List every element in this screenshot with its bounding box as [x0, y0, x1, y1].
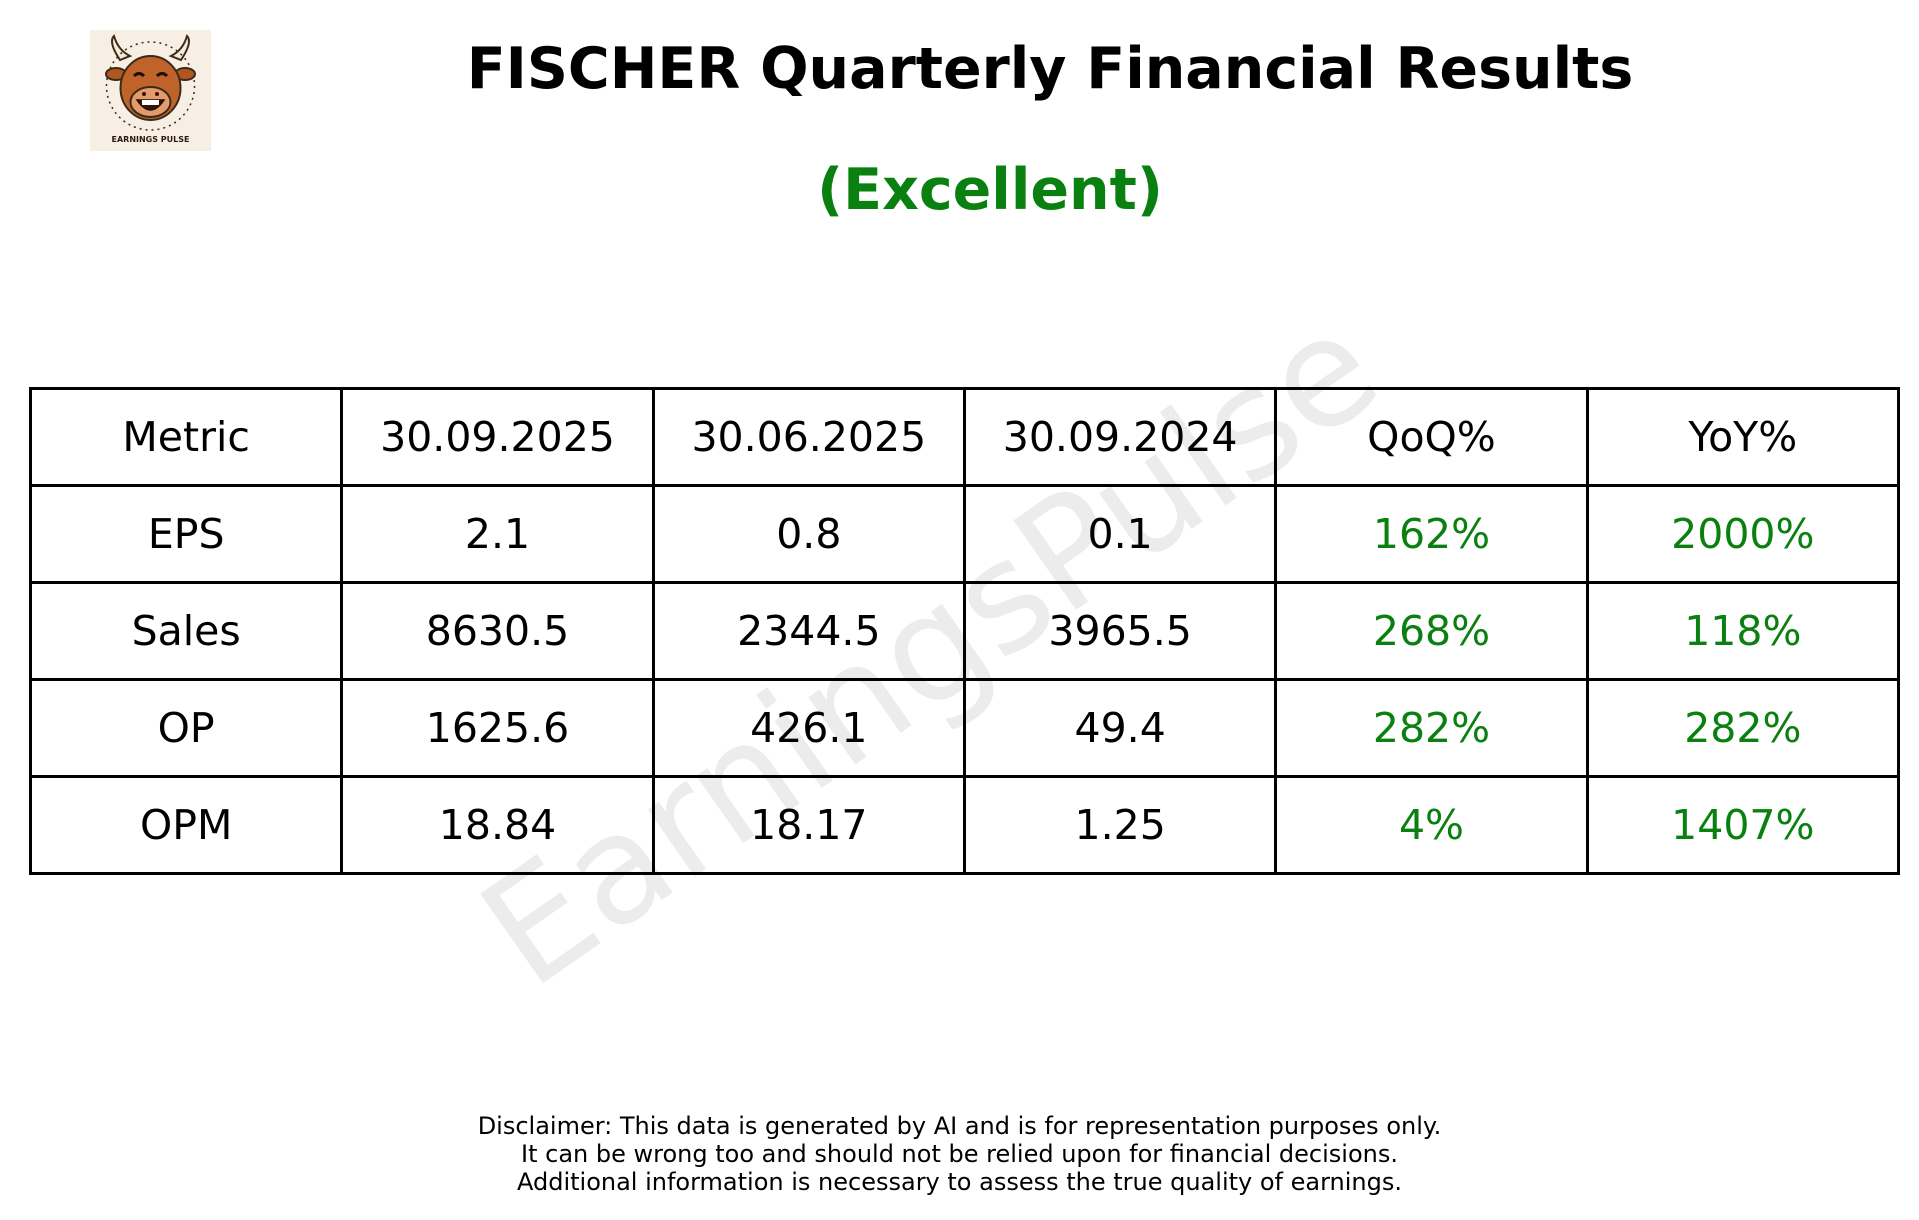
table-header-row: Metric 30.09.2025 30.06.2025 30.09.2024 … [28, 387, 1901, 487]
disclaimer-line: It can be wrong too and should not be re… [521, 1140, 1398, 1168]
column-header: 30.09.2024 [962, 387, 1278, 487]
yoy-cell: 118% [1585, 581, 1901, 681]
qoq-cell: 282% [1274, 678, 1589, 778]
table-cell: 1.25 [962, 775, 1278, 875]
metric-name: OPM [28, 775, 344, 875]
rating-label: (Excellent) [817, 157, 1163, 223]
logo: EARNINGS PULSE [90, 30, 211, 151]
table-row: OP 1625.6 426.1 49.4 282% 282% [28, 678, 1901, 778]
metric-name: EPS [28, 484, 344, 584]
table-cell: 3965.5 [962, 581, 1278, 681]
qoq-cell: 4% [1274, 775, 1589, 875]
table-row: Sales 8630.5 2344.5 3965.5 268% 118% [28, 581, 1901, 681]
disclaimer-line: Disclaimer: This data is generated by AI… [477, 1112, 1442, 1140]
column-header: Metric [28, 387, 344, 487]
column-header: 30.09.2025 [340, 387, 655, 487]
qoq-cell: 162% [1274, 484, 1589, 584]
table-cell: 49.4 [962, 678, 1278, 778]
yoy-cell: 282% [1585, 678, 1901, 778]
table-cell: 2.1 [340, 484, 655, 584]
column-header: 30.06.2025 [651, 387, 966, 487]
column-header: YoY% [1585, 387, 1901, 487]
table-cell: 0.1 [962, 484, 1278, 584]
table-cell: 8630.5 [340, 581, 655, 681]
table-cell: 18.17 [651, 775, 966, 875]
column-header: QoQ% [1274, 387, 1589, 487]
page-title: FISCHER Quarterly Financial Results [466, 36, 1634, 102]
qoq-cell: 268% [1274, 581, 1589, 681]
yoy-cell: 1407% [1585, 775, 1901, 875]
disclaimer: Disclaimer: This data is generated by AI… [0, 1112, 1919, 1196]
table-row: EPS 2.1 0.8 0.1 162% 2000% [28, 484, 1901, 584]
bull-mascot-icon: EARNINGS PULSE [105, 34, 196, 144]
metric-name: OP [28, 678, 344, 778]
table-row: OPM 18.84 18.17 1.25 4% 1407% [28, 775, 1901, 875]
table-cell: 0.8 [651, 484, 966, 584]
results-table: Metric 30.09.2025 30.06.2025 30.09.2024 … [28, 387, 1901, 875]
metric-name: Sales [28, 581, 344, 681]
svg-text:EARNINGS PULSE: EARNINGS PULSE [112, 135, 190, 144]
disclaimer-line: Additional information is necessary to a… [516, 1168, 1402, 1196]
table-cell: 2344.5 [651, 581, 966, 681]
table-cell: 1625.6 [340, 678, 655, 778]
table-cell: 426.1 [651, 678, 966, 778]
yoy-cell: 2000% [1585, 484, 1901, 584]
table-cell: 18.84 [340, 775, 655, 875]
